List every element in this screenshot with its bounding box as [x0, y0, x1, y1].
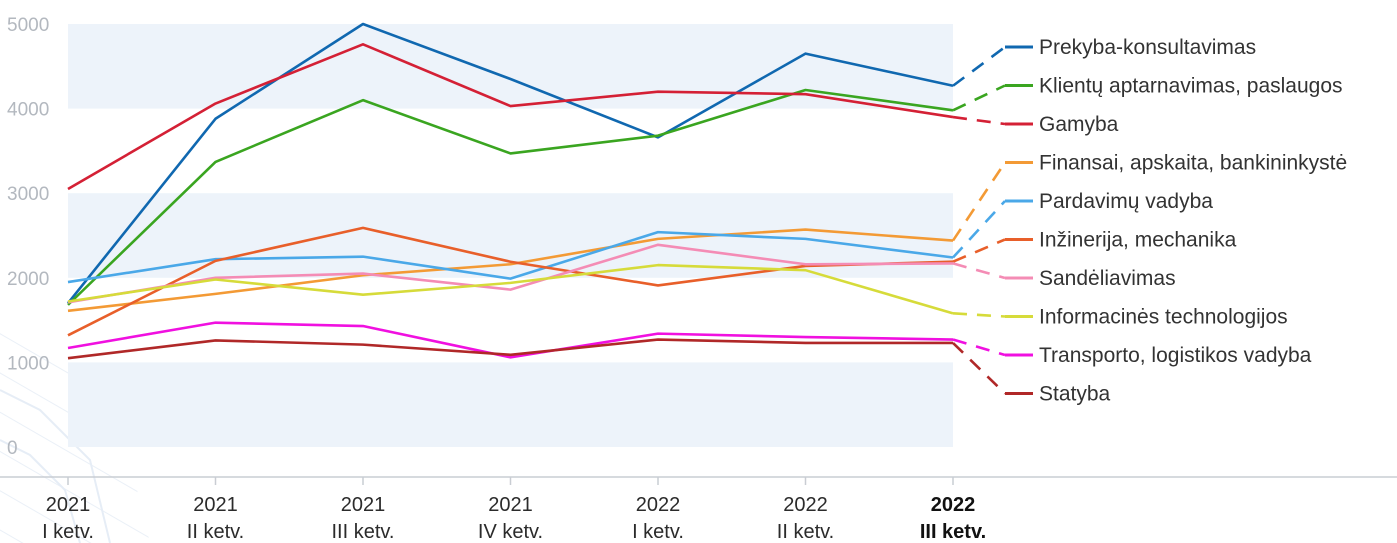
legend-connectors: [951, 45, 1007, 395]
series-line: [67, 88, 954, 306]
grid-band: [68, 362, 953, 447]
grid-bands: [68, 24, 953, 447]
x-tick-label: 2022: [636, 494, 681, 516]
legend-connector: [952, 200, 1006, 259]
legend-connector: [952, 45, 1006, 87]
series-line: [67, 43, 954, 191]
x-tick-label: 2021: [488, 494, 533, 516]
legend-connector: [952, 262, 1006, 280]
y-tick-label: 0: [7, 438, 18, 459]
series-lines: [66, 22, 954, 360]
legend-label: Prekyba-konsultavimas: [1039, 36, 1256, 59]
legend-connector: [952, 115, 1006, 126]
legend: Prekyba-konsultavimas Klientų aptarnavima…: [1005, 36, 1347, 406]
x-tick-label: I ketv.: [42, 521, 94, 543]
x-axis: 2021 I ketv. 2021 II ketv. 2021 III ketv. 2021…: [42, 477, 986, 543]
legend-connector: [951, 161, 1007, 242]
legend-connector: [952, 238, 1006, 263]
x-tick-label: III ketv.: [332, 521, 395, 543]
series-line: [67, 338, 953, 360]
series-line: [67, 230, 954, 284]
series-line: [66, 22, 954, 304]
x-tick-label: 2021: [46, 494, 91, 516]
y-axis: 0 1000 2000 3000 4000 5000: [7, 15, 49, 459]
x-tick-label: I ketv.: [632, 521, 684, 543]
legend-label: Pardavimų vadyba: [1039, 190, 1213, 213]
series-line: [67, 226, 954, 337]
x-tick-label: 2022: [931, 494, 976, 516]
legend-label: Klientų aptarnavimas, paslaugos: [1039, 75, 1343, 98]
series-line: [67, 243, 954, 304]
x-tick-label: 2022: [783, 494, 828, 516]
legend-label: Informacinės technologijos: [1039, 306, 1288, 329]
legend-label: Statyba: [1039, 383, 1111, 406]
series-line: [67, 263, 954, 315]
legend-connector: [952, 84, 1006, 112]
legend-connector: [952, 342, 1006, 395]
y-tick-label: 4000: [7, 100, 49, 121]
series-line: [67, 228, 954, 313]
x-tick-label: 2021: [341, 494, 386, 516]
y-tick-label: 5000: [7, 15, 49, 36]
x-tick-label: 2021: [193, 494, 238, 516]
series-line: [67, 321, 954, 359]
x-tick-label: IV ketv.: [478, 521, 543, 543]
y-tick-label: 1000: [7, 353, 49, 374]
x-tick-label: II ketv.: [187, 521, 244, 543]
legend-label: Finansai, apskaita, bankininkystė: [1039, 152, 1347, 175]
legend-label: Gamyba: [1039, 113, 1119, 136]
legend-connector: [952, 338, 1006, 357]
y-tick-label: 3000: [7, 184, 49, 205]
legend-label: Inžinerija, mechanika: [1039, 229, 1237, 252]
legend-connector: [952, 312, 1006, 318]
legend-label: Transporto, logistikos vadyba: [1039, 344, 1312, 367]
x-tick-label: II ketv.: [777, 521, 834, 543]
legend-label: Sandėliavimas: [1039, 267, 1176, 290]
x-tick-label: III ketv.: [920, 521, 986, 543]
y-tick-label: 2000: [7, 269, 49, 290]
